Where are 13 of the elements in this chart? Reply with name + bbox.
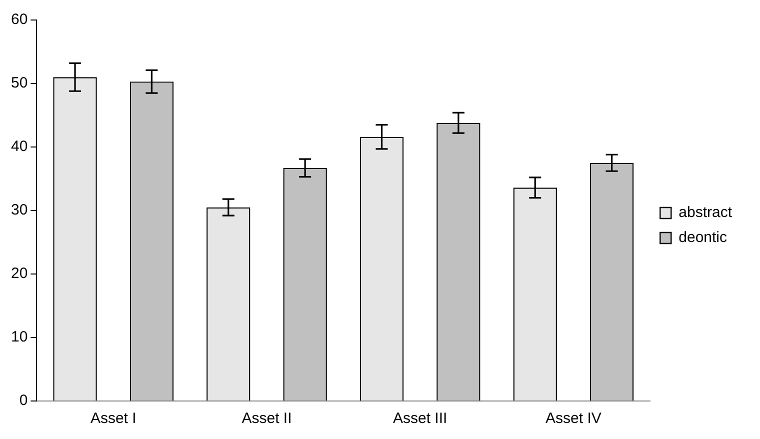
x-tick-label: Asset II bbox=[242, 410, 292, 428]
y-tick-label: 60 bbox=[10, 11, 28, 28]
legend-label: abstract bbox=[678, 204, 733, 222]
y-tick-label: 0 bbox=[19, 392, 28, 410]
y-tick-label: 10 bbox=[10, 328, 28, 346]
x-tick-label: Asset IV bbox=[546, 410, 602, 428]
y-tick-label: 40 bbox=[10, 138, 28, 156]
x-tick-label: Asset I bbox=[90, 410, 136, 428]
y-tick-label: 20 bbox=[10, 265, 28, 282]
y-tick-label: 30 bbox=[10, 202, 28, 219]
x-tick-label: Asset III bbox=[393, 410, 448, 428]
legend-label: deontic bbox=[678, 229, 728, 246]
y-tick-label: 50 bbox=[10, 74, 28, 92]
